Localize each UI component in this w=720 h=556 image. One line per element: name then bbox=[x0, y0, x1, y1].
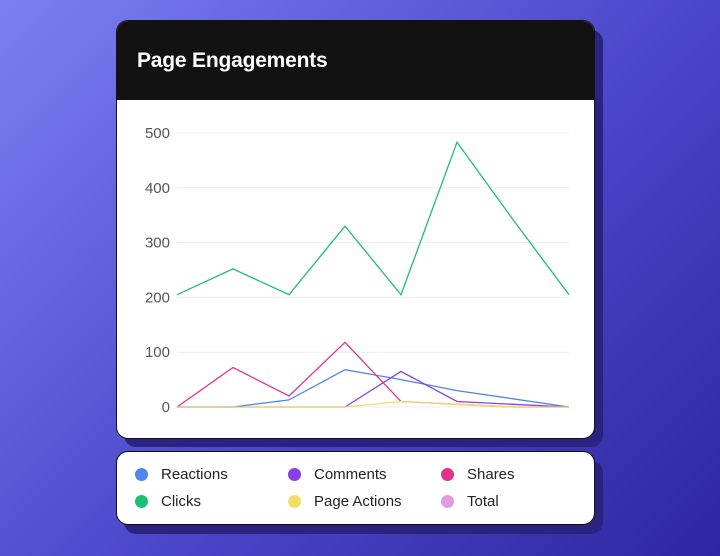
legend-dot-comments bbox=[288, 468, 301, 481]
line-chart: 0 100 200 300 400 500 bbox=[145, 125, 570, 416]
y-tick-label-200: 200 bbox=[145, 289, 170, 306]
legend-label-page-actions: Page Actions bbox=[314, 493, 402, 510]
legend-dot-reactions bbox=[135, 468, 148, 481]
legend-label-shares: Shares bbox=[467, 466, 515, 483]
y-tick-label-400: 400 bbox=[145, 180, 170, 197]
legend-dot-page-actions bbox=[288, 495, 301, 508]
legend-item-total[interactable]: Total bbox=[441, 493, 499, 510]
legend-label-comments: Comments bbox=[314, 466, 387, 483]
legend-item-clicks[interactable]: Clicks bbox=[135, 493, 201, 510]
legend-item-comments[interactable]: Comments bbox=[288, 466, 387, 483]
legend-dot-total bbox=[441, 495, 454, 508]
legend-item-shares[interactable]: Shares bbox=[441, 466, 515, 483]
legend-dot-shares bbox=[441, 468, 454, 481]
series-line-comments bbox=[177, 370, 570, 408]
series-line-reactions bbox=[177, 369, 570, 408]
engagement-card: Page Engagements 0 100 200 300 400 500 bbox=[116, 20, 595, 439]
chart-legend: Reactions Comments Shares Clicks Page Ac… bbox=[116, 451, 595, 525]
series-line-clicks bbox=[176, 140, 570, 296]
legend-label-clicks: Clicks bbox=[161, 493, 201, 510]
legend-dot-clicks bbox=[135, 495, 148, 508]
card-header: Page Engagements bbox=[117, 21, 594, 100]
legend-label-reactions: Reactions bbox=[161, 466, 228, 483]
card-title: Page Engagements bbox=[137, 48, 328, 72]
y-tick-label-100: 100 bbox=[145, 344, 170, 361]
legend-item-page-actions[interactable]: Page Actions bbox=[288, 493, 402, 510]
y-tick-label-0: 0 bbox=[162, 399, 170, 416]
series-line-page-actions bbox=[177, 400, 569, 408]
y-tick-label-300: 300 bbox=[145, 235, 170, 252]
legend-item-reactions[interactable]: Reactions bbox=[135, 466, 228, 483]
y-tick-label-500: 500 bbox=[145, 125, 170, 142]
legend-label-total: Total bbox=[467, 493, 499, 510]
